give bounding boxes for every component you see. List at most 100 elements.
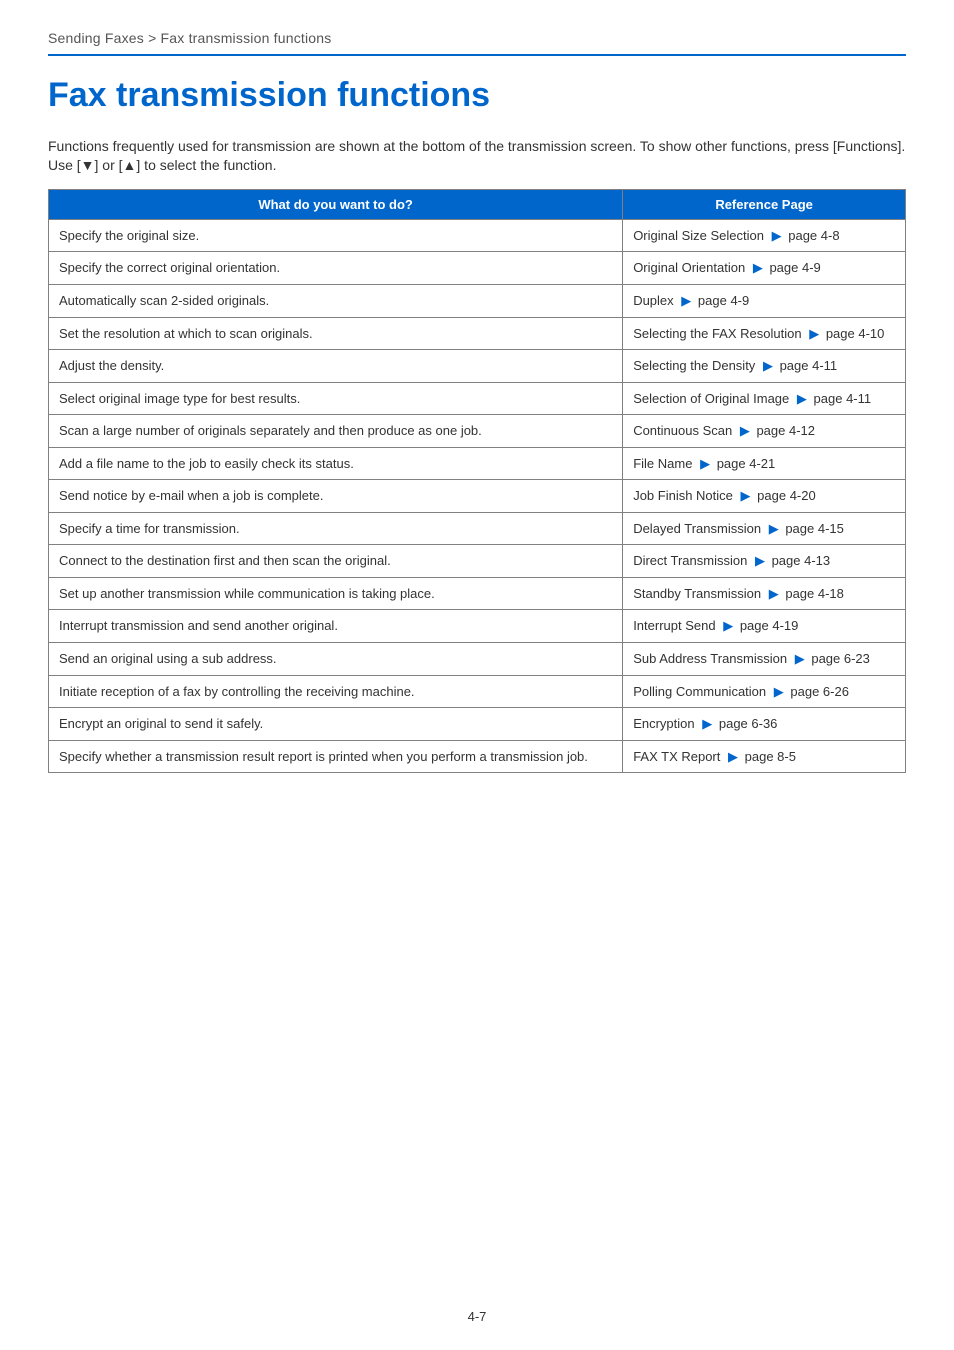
cell-reference: Sub Address Transmission ▶ page 6-23 [623, 642, 906, 675]
cell-what: Send an original using a sub address. [49, 642, 623, 675]
cell-reference: FAX TX Report ▶ page 8-5 [623, 740, 906, 773]
arrow-icon: ▶ [769, 585, 779, 603]
arrow-icon: ▶ [795, 650, 805, 668]
cell-reference: Original Size Selection ▶ page 4-8 [623, 219, 906, 252]
table-row: Specify the correct original orientation… [49, 252, 906, 285]
table-row: Automatically scan 2-sided originals.Dup… [49, 284, 906, 317]
reference-page[interactable]: page 4-21 [717, 456, 776, 471]
cell-reference: Polling Communication ▶ page 6-26 [623, 675, 906, 708]
cell-reference: Delayed Transmission ▶ page 4-15 [623, 512, 906, 545]
arrow-icon: ▶ [700, 455, 710, 473]
reference-page[interactable]: page 4-15 [785, 521, 844, 536]
arrow-icon: ▶ [769, 520, 779, 538]
arrow-icon: ▶ [774, 683, 784, 701]
table-row: Send notice by e-mail when a job is comp… [49, 480, 906, 513]
reference-page[interactable]: page 4-8 [788, 228, 839, 243]
cell-reference: Direct Transmission ▶ page 4-13 [623, 545, 906, 578]
reference-link[interactable]: Original Size Selection [633, 228, 764, 243]
cell-reference: Selecting the Density ▶ page 4-11 [623, 350, 906, 383]
reference-page[interactable]: page 6-23 [811, 651, 870, 666]
table-row: Encrypt an original to send it safely.En… [49, 708, 906, 741]
reference-link[interactable]: Duplex [633, 293, 673, 308]
cell-what: Specify whether a transmission result re… [49, 740, 623, 773]
table-row: Scan a large number of originals separat… [49, 415, 906, 448]
cell-reference: Standby Transmission ▶ page 4-18 [623, 577, 906, 610]
page-title: Fax transmission functions [48, 76, 906, 115]
table-row: Set the resolution at which to scan orig… [49, 317, 906, 350]
table-row: Select original image type for best resu… [49, 382, 906, 415]
table-row: Adjust the density.Selecting the Density… [49, 350, 906, 383]
reference-link[interactable]: Polling Communication [633, 684, 766, 699]
cell-what: Automatically scan 2-sided originals. [49, 284, 623, 317]
reference-link[interactable]: Job Finish Notice [633, 488, 733, 503]
cell-what: Select original image type for best resu… [49, 382, 623, 415]
table-row: Specify a time for transmission.Delayed … [49, 512, 906, 545]
reference-link[interactable]: FAX TX Report [633, 749, 720, 764]
reference-link[interactable]: Selecting the Density [633, 358, 755, 373]
arrow-icon: ▶ [753, 259, 763, 277]
col-header-ref: Reference Page [623, 189, 906, 219]
cell-what: Send notice by e-mail when a job is comp… [49, 480, 623, 513]
reference-page[interactable]: page 6-36 [719, 716, 778, 731]
reference-link[interactable]: Delayed Transmission [633, 521, 761, 536]
cell-what: Specify a time for transmission. [49, 512, 623, 545]
arrow-icon: ▶ [723, 617, 733, 635]
cell-reference: File Name ▶ page 4-21 [623, 447, 906, 480]
reference-page[interactable]: page 4-10 [826, 326, 885, 341]
reference-page[interactable]: page 4-9 [698, 293, 749, 308]
arrow-icon: ▶ [809, 325, 819, 343]
reference-page[interactable]: page 4-11 [780, 358, 838, 373]
reference-link[interactable]: Sub Address Transmission [633, 651, 787, 666]
reference-link[interactable]: Original Orientation [633, 260, 745, 275]
table-row: Specify whether a transmission result re… [49, 740, 906, 773]
reference-page[interactable]: page 4-9 [769, 260, 820, 275]
cell-reference: Continuous Scan ▶ page 4-12 [623, 415, 906, 448]
reference-page[interactable]: page 4-13 [772, 553, 831, 568]
reference-page[interactable]: page 4-18 [785, 586, 844, 601]
reference-page[interactable]: page 4-20 [757, 488, 816, 503]
reference-link[interactable]: Encryption [633, 716, 694, 731]
cell-what: Adjust the density. [49, 350, 623, 383]
reference-link[interactable]: Selecting the FAX Resolution [633, 326, 801, 341]
arrow-icon: ▶ [772, 227, 782, 245]
table-row: Initiate reception of a fax by controlli… [49, 675, 906, 708]
table-row: Connect to the destination first and the… [49, 545, 906, 578]
reference-link[interactable]: Continuous Scan [633, 423, 732, 438]
page-container: Sending Faxes > Fax transmission functio… [0, 0, 954, 1350]
cell-what: Initiate reception of a fax by controlli… [49, 675, 623, 708]
arrow-icon: ▶ [740, 422, 750, 440]
cell-reference: Selecting the FAX Resolution ▶ page 4-10 [623, 317, 906, 350]
reference-link[interactable]: Selection of Original Image [633, 391, 789, 406]
table-row: Specify the original size.Original Size … [49, 219, 906, 252]
reference-page[interactable]: page 6-26 [790, 684, 849, 699]
cell-reference: Encryption ▶ page 6-36 [623, 708, 906, 741]
cell-what: Interrupt transmission and send another … [49, 610, 623, 643]
reference-link[interactable]: Interrupt Send [633, 618, 715, 633]
arrow-icon: ▶ [755, 552, 765, 570]
reference-page[interactable]: page 4-19 [740, 618, 799, 633]
arrow-icon: ▶ [741, 487, 751, 505]
cell-what: Specify the original size. [49, 219, 623, 252]
cell-reference: Interrupt Send ▶ page 4-19 [623, 610, 906, 643]
page-number: 4-7 [0, 1309, 954, 1324]
table-row: Interrupt transmission and send another … [49, 610, 906, 643]
cell-what: Set the resolution at which to scan orig… [49, 317, 623, 350]
reference-page[interactable]: page 8-5 [745, 749, 796, 764]
arrow-icon: ▶ [681, 292, 691, 310]
col-header-what: What do you want to do? [49, 189, 623, 219]
arrow-icon: ▶ [797, 390, 807, 408]
reference-link[interactable]: Standby Transmission [633, 586, 761, 601]
cell-what: Connect to the destination first and the… [49, 545, 623, 578]
cell-reference: Original Orientation ▶ page 4-9 [623, 252, 906, 285]
table-body: Specify the original size.Original Size … [49, 219, 906, 772]
arrow-icon: ▶ [728, 748, 738, 766]
cell-what: Specify the correct original orientation… [49, 252, 623, 285]
reference-link[interactable]: File Name [633, 456, 692, 471]
cell-what: Set up another transmission while commun… [49, 577, 623, 610]
cell-what: Add a file name to the job to easily che… [49, 447, 623, 480]
cell-reference: Duplex ▶ page 4-9 [623, 284, 906, 317]
arrow-icon: ▶ [702, 715, 712, 733]
reference-page[interactable]: page 4-11 [814, 391, 872, 406]
reference-link[interactable]: Direct Transmission [633, 553, 747, 568]
reference-page[interactable]: page 4-12 [756, 423, 815, 438]
